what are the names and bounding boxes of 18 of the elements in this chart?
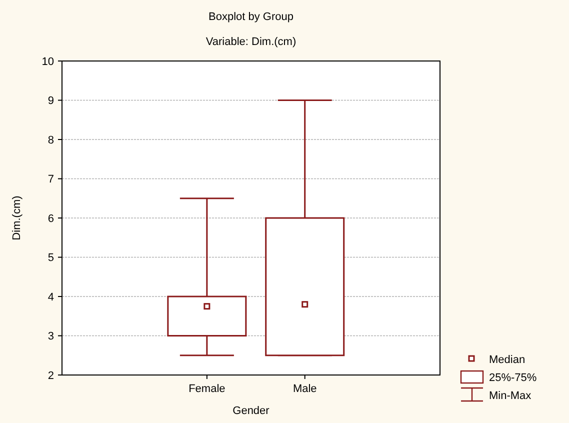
y-tick-label: 6 bbox=[48, 212, 54, 225]
y-tick-label: 5 bbox=[48, 252, 54, 264]
y-tick-label: 2 bbox=[48, 370, 54, 382]
x-axis-title: Gender bbox=[232, 405, 270, 417]
y-tick-label: 4 bbox=[48, 291, 54, 304]
x-tick-label: Male bbox=[292, 383, 317, 395]
text: Median bbox=[489, 354, 526, 366]
x-tick-label: Female bbox=[188, 383, 226, 395]
y-tick-label: 7 bbox=[48, 174, 54, 186]
chart-title: Boxplot by Group bbox=[208, 11, 294, 23]
y-tick-label: 10 bbox=[42, 56, 54, 68]
text: 25%-75% bbox=[489, 372, 537, 384]
text: Min-Max bbox=[489, 390, 532, 402]
y-axis-title: Dim.(cm) bbox=[11, 196, 23, 240]
y-tick-label: 9 bbox=[48, 95, 54, 108]
y-tick-label: 3 bbox=[48, 330, 54, 343]
y-tick-label: 8 bbox=[48, 134, 54, 146]
chart-subtitle: Variable: Dim.(cm) bbox=[206, 36, 296, 48]
